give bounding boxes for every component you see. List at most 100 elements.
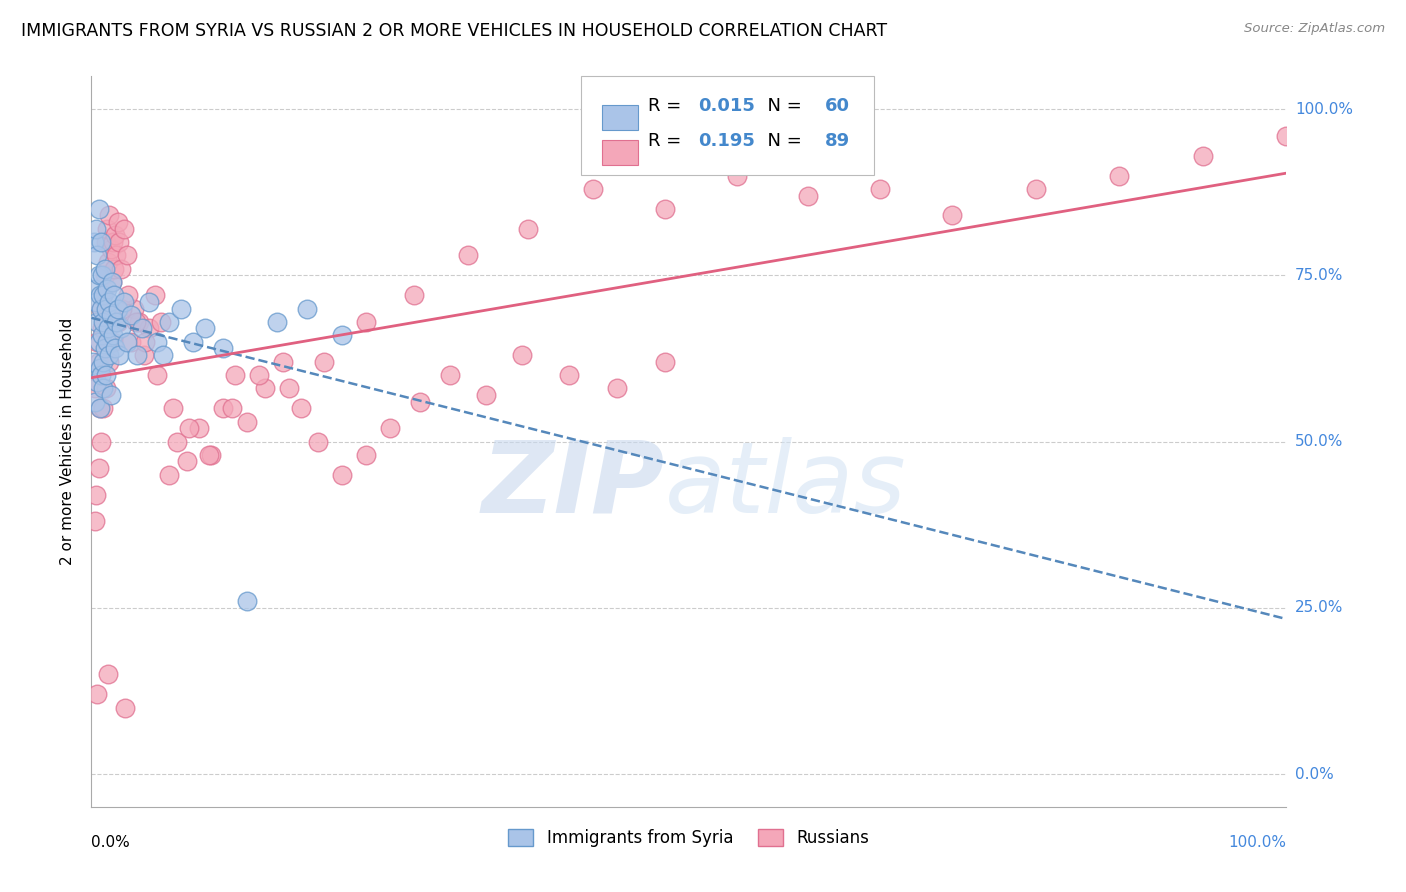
Point: [510, 348, 533, 362]
Point: [117, 288, 139, 302]
Point: [314, 355, 336, 369]
Point: [84, 381, 107, 395]
Point: [84, 294, 107, 309]
FancyBboxPatch shape: [582, 76, 875, 175]
Point: [654, 355, 676, 369]
Point: [290, 401, 312, 416]
Point: [89, 401, 111, 416]
Point: [253, 381, 276, 395]
Text: 60: 60: [825, 97, 851, 115]
Point: [93, 355, 114, 369]
Point: [725, 169, 748, 183]
Point: [87, 461, 110, 475]
Text: ZIP: ZIP: [482, 437, 665, 534]
Point: [332, 328, 354, 343]
Point: [132, 348, 155, 362]
Point: [107, 301, 129, 316]
Point: [157, 467, 180, 482]
Point: [86, 248, 108, 262]
Point: [93, 268, 115, 283]
Text: 0.0%: 0.0%: [91, 835, 131, 850]
Point: [108, 235, 131, 249]
Point: [221, 401, 243, 416]
Point: [96, 221, 118, 235]
Text: Source: ZipAtlas.com: Source: ZipAtlas.com: [1244, 22, 1385, 36]
Text: 0.195: 0.195: [699, 132, 755, 150]
Point: [96, 282, 118, 296]
Point: [157, 315, 180, 329]
Point: [93, 342, 115, 356]
Point: [516, 221, 538, 235]
Point: [166, 434, 188, 449]
Point: [100, 275, 122, 289]
Point: [98, 294, 121, 309]
Point: [235, 594, 259, 608]
Point: [307, 434, 329, 449]
Point: [84, 282, 107, 296]
Point: [131, 321, 153, 335]
FancyBboxPatch shape: [602, 105, 637, 130]
Point: [114, 700, 136, 714]
Point: [404, 288, 426, 302]
Point: [100, 308, 122, 322]
Point: [409, 394, 432, 409]
Text: 0.015: 0.015: [699, 97, 755, 115]
Point: [93, 315, 114, 329]
Point: [235, 415, 259, 429]
Text: 0.0%: 0.0%: [1295, 766, 1333, 781]
Point: [179, 421, 201, 435]
Point: [94, 368, 117, 382]
Point: [654, 202, 676, 216]
Point: [94, 301, 117, 316]
Point: [170, 301, 193, 316]
Point: [354, 315, 377, 329]
Point: [93, 288, 114, 302]
Point: [266, 315, 288, 329]
Point: [211, 401, 233, 416]
Point: [105, 315, 128, 329]
Point: [277, 381, 299, 395]
Point: [89, 401, 111, 416]
Point: [89, 288, 111, 302]
Point: [107, 215, 129, 229]
Point: [187, 421, 211, 435]
Point: [84, 514, 107, 528]
Point: [84, 221, 107, 235]
Text: 50.0%: 50.0%: [1295, 434, 1343, 449]
Point: [84, 394, 107, 409]
Point: [197, 448, 219, 462]
Point: [103, 288, 125, 302]
Point: [89, 361, 111, 376]
Point: [115, 248, 138, 262]
Point: [152, 348, 174, 362]
Point: [181, 334, 204, 349]
Point: [162, 401, 184, 416]
Point: [104, 342, 127, 356]
Point: [176, 454, 198, 468]
Point: [146, 368, 169, 382]
Point: [112, 221, 135, 235]
Text: 100.0%: 100.0%: [1229, 835, 1286, 850]
Point: [1192, 148, 1215, 162]
Point: [86, 687, 108, 701]
Point: [93, 261, 115, 276]
Point: [124, 315, 146, 329]
Point: [94, 381, 117, 395]
Text: 25.0%: 25.0%: [1295, 600, 1343, 615]
Point: [211, 342, 233, 356]
Point: [111, 301, 134, 316]
Point: [86, 315, 108, 329]
Point: [96, 334, 118, 349]
Point: [797, 188, 820, 202]
Point: [91, 328, 114, 343]
Point: [90, 301, 112, 316]
Point: [100, 388, 122, 402]
Point: [146, 334, 169, 349]
Point: [332, 467, 354, 482]
Point: [98, 355, 121, 369]
Text: N =: N =: [756, 132, 807, 150]
Point: [101, 235, 124, 249]
Point: [200, 448, 222, 462]
Point: [149, 315, 172, 329]
Point: [107, 315, 129, 329]
